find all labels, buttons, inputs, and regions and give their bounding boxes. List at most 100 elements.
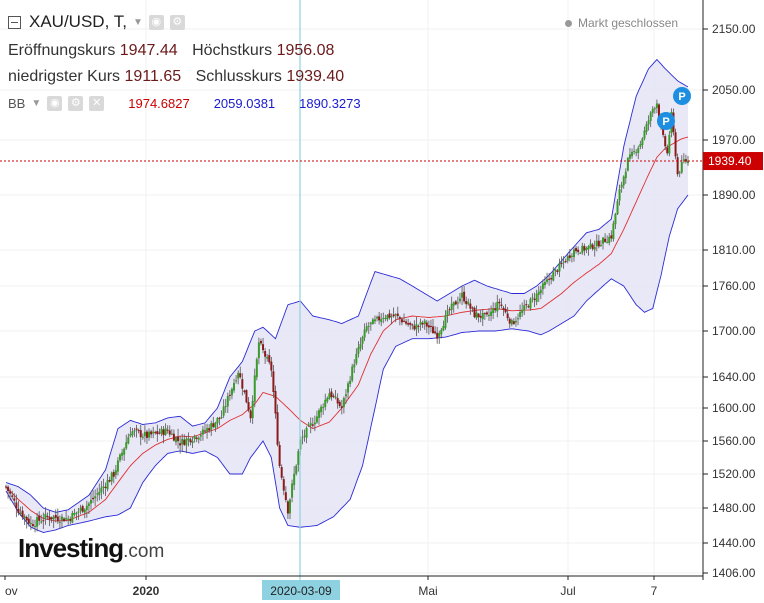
close-icon[interactable]: ✕ [89,96,105,111]
chevron-down-icon[interactable]: ▼ [31,98,42,109]
candle-up [361,337,364,344]
logo-main: Investing [18,533,124,563]
candle-up [152,431,155,434]
gear-icon[interactable]: ⚙ [169,14,185,30]
candle-up [85,505,88,510]
candle-up [517,318,520,320]
candle-up [322,407,325,409]
candle-up [29,522,32,525]
candle-down [154,432,157,434]
candle-up [519,311,522,318]
candle-down [604,238,607,242]
close-value: 1939.40 [286,68,345,85]
eye-icon[interactable]: ◉ [47,96,63,111]
candle-up [110,472,113,482]
collapse-icon[interactable] [8,15,21,29]
candle-up [328,393,331,399]
candle-down [479,315,482,318]
low-label: niedrigster Kurs [8,68,121,85]
candle-up [490,311,493,316]
candle-up [635,152,638,154]
candle-down [684,159,687,162]
candle-up [612,223,615,240]
candle-up [170,433,173,435]
candle-up [119,454,122,461]
candle-down [421,322,424,325]
candle-down [564,261,567,263]
candle-up [481,313,484,320]
candle-up [36,517,39,527]
candle-up [595,240,598,247]
candle-down [400,319,403,323]
candle-up [305,427,308,438]
candle-down [139,430,142,438]
candle-up [257,342,260,359]
x-tick-label: 2020 [133,584,160,598]
candle-up [347,383,350,393]
y-tick-label: 1700.00 [712,324,756,338]
candle-down [38,515,41,521]
candle-up [125,442,128,449]
candle-down [27,518,30,524]
candle-down [9,491,12,494]
candle-down [568,255,571,258]
candle-up [60,516,63,521]
candle-down [330,391,333,398]
candle-up [643,130,646,139]
candle-up [96,493,99,495]
candle-up [363,329,366,338]
symbol-header: XAU/USD, T, ▼ ◉ ⚙ [8,12,185,32]
candle-up [554,269,557,272]
candle-down [405,321,408,324]
market-status: Markt geschlossen [565,16,678,30]
candle-up [376,316,379,319]
candle-down [204,430,207,432]
candle-down [11,495,14,497]
candle-up [181,438,184,445]
event-marker [673,87,691,105]
candle-down [548,278,551,280]
candle-up [193,436,196,440]
candle-down [550,278,553,280]
candle-up [631,151,634,157]
candle-down [286,501,289,514]
gear-icon[interactable]: ⚙ [68,96,84,111]
close-label: Schlusskurs [195,68,282,85]
candle-down [284,492,287,501]
candle-up [541,283,544,290]
candle-up [521,309,524,313]
candle-up [251,400,254,419]
candle-up [127,437,130,444]
indicator-row: BB ▼ ◉ ⚙ ✕ 1974.6827 2059.0381 1890.3273 [8,96,361,111]
candle-up [114,470,117,475]
y-tick-label: 1600.00 [712,401,756,415]
candle-down [413,325,416,330]
candle-down [436,332,439,339]
y-tick-label: 1810.00 [712,243,756,257]
candle-down [378,316,381,321]
candle-up [87,503,90,507]
candle-up [687,160,689,164]
middle-band-line [5,136,689,522]
candle-up [216,418,219,424]
chevron-down-icon[interactable]: ▼ [132,16,143,28]
candle-up [191,440,194,444]
candle-down [92,497,95,500]
y-tick-label: 1560.00 [712,434,756,448]
candle-up [461,292,464,298]
candle-down [50,517,53,520]
candle-down [498,301,501,304]
candle-up [253,375,256,402]
candle-down [56,516,59,521]
candle-down [340,406,343,408]
candle-up [23,516,26,519]
candle-down [407,323,410,325]
y-tick-label: 1480.00 [712,501,756,515]
candle-down [425,322,428,327]
candle-down [212,423,215,427]
candle-down [398,317,401,319]
candle-up [174,437,177,443]
candle-down [25,516,28,521]
eye-icon[interactable]: ◉ [148,14,164,30]
